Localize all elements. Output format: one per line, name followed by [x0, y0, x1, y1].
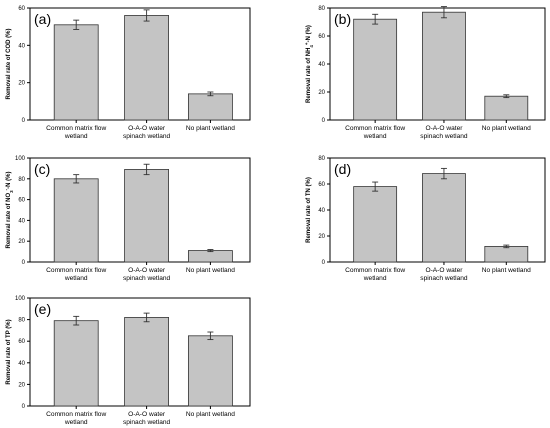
bar [124, 317, 169, 407]
y-axis-label: Removal rate of COD (%) [6, 28, 12, 99]
y-tick-label: 40 [18, 218, 25, 224]
x-category-label: Common matrix flow wetland [46, 267, 106, 282]
chart-panel-2: 0 20 40 60 80 Common matrix flow wetland O-A-O … [304, 6, 546, 140]
bar [187, 335, 233, 407]
x-category-label: Common matrix flow wetland [46, 411, 106, 426]
y-tick-label: 80 [318, 156, 325, 162]
x-category-label: O-A-O water spinach wetland [123, 267, 171, 282]
bar [53, 320, 99, 407]
y-tick-label: 0 [22, 260, 26, 266]
x-category-label: No plant wetland [186, 267, 235, 274]
x-category-label: No plant wetland [186, 411, 235, 418]
bar [422, 11, 466, 121]
panel-label: (e) [34, 301, 51, 317]
x-category-label: No plant wetland [482, 125, 531, 132]
y-axis-label: Removal rate of NO3--N (%) [4, 171, 14, 248]
y-tick-label: 100 [15, 156, 26, 162]
y-tick-label: 0 [322, 118, 326, 124]
x-category-label: No plant wetland [482, 267, 531, 274]
y-tick-label: 0 [22, 118, 26, 124]
bar [187, 250, 233, 263]
bar [484, 245, 529, 263]
bar [353, 18, 398, 121]
bar [124, 15, 169, 121]
chart-panel-1: 0 20 40 60 Common matrix flow wetland O-A-O wa… [6, 6, 251, 140]
bar [353, 186, 398, 263]
panel-label: (a) [34, 11, 51, 27]
y-tick-label: 60 [18, 6, 25, 12]
y-tick-label: 60 [18, 198, 25, 204]
y-tick-label: 40 [18, 43, 25, 49]
y-tick-label: 60 [318, 34, 325, 40]
y-axis-label: Removal rate of TP (%) [6, 319, 12, 384]
bar [53, 178, 99, 263]
x-category-label: Common matrix flow wetland [345, 267, 405, 282]
bar [53, 24, 99, 121]
y-tick-label: 20 [18, 239, 25, 245]
chart-panel-3: 0 20 40 60 80 100 Common matrix flow wetland O-A… [4, 156, 251, 282]
y-tick-label: 100 [15, 296, 26, 302]
y-tick-label: 80 [18, 318, 25, 324]
y-tick-label: 40 [18, 361, 25, 367]
y-tick-label: 20 [18, 81, 25, 87]
bar [124, 169, 169, 263]
y-tick-label: 60 [18, 339, 25, 345]
x-category-label: O-A-O water spinach wetland [123, 125, 171, 140]
chart-panel-4: 0 20 40 60 80 Common matrix flow wetland O-A-O … [306, 156, 546, 282]
panel-label: (c) [34, 161, 50, 177]
panel-label: (d) [334, 161, 351, 177]
x-category-label: O-A-O water spinach wetland [420, 267, 468, 282]
y-tick-label: 20 [318, 234, 325, 240]
bar [484, 95, 529, 121]
x-category-label: Common matrix flow wetland [46, 125, 106, 140]
y-tick-label: 40 [318, 62, 325, 68]
y-tick-label: 0 [322, 260, 326, 266]
y-tick-label: 20 [318, 90, 325, 96]
x-category-label: O-A-O water spinach wetland [123, 411, 171, 426]
bar [422, 173, 466, 263]
bar [187, 93, 233, 121]
y-tick-label: 20 [18, 382, 25, 388]
panel-label: (b) [334, 11, 351, 27]
y-tick-label: 80 [318, 6, 325, 12]
y-tick-label: 0 [22, 404, 26, 410]
y-axis-label: Removal rate of NH4+-N (%) [304, 25, 314, 103]
x-category-label: O-A-O water spinach wetland [420, 125, 468, 140]
y-axis-label: Removal rate of TN (%) [306, 177, 312, 243]
x-category-label: Common matrix flow wetland [345, 125, 405, 140]
x-category-label: No plant wetland [186, 125, 235, 132]
y-tick-label: 60 [318, 182, 325, 188]
y-tick-label: 40 [318, 208, 325, 214]
y-tick-label: 80 [18, 177, 25, 183]
chart-panel-5: 0 20 40 60 80 100 Common matrix flow wetland O-A… [6, 296, 251, 426]
